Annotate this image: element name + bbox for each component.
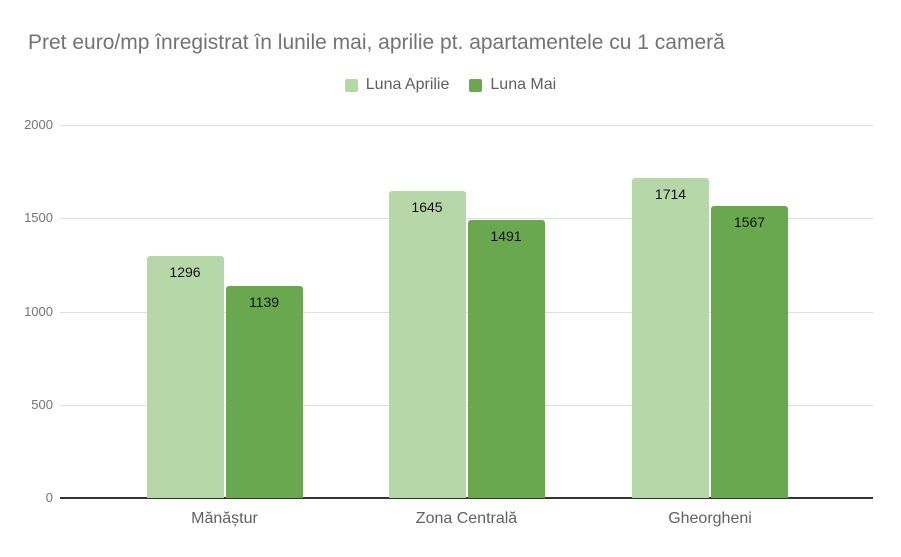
x-axis-line [60,497,873,499]
legend-item[interactable]: Luna Mai [469,76,556,94]
bar-value-label: 1491 [490,227,522,244]
y-axis-tick-label: 0 [45,490,53,505]
y-axis-tick-label: 2000 [24,117,53,132]
gridline [60,311,873,313]
chart-title: Pret euro/mp înregistrat în lunile mai, … [28,31,725,54]
bar-value-label: 1139 [248,293,280,310]
category-label: Zona Centrală [415,510,518,527]
y-axis-tick-label: 1000 [24,303,53,319]
bar[interactable]: 1139 [225,285,303,498]
bar[interactable]: 1491 [467,219,545,498]
category-label: Mănăștur [191,510,258,527]
bar-value-label: 1296 [169,264,201,281]
category-label: Gheorgheni [668,510,752,527]
bar-value-label: 1714 [654,186,687,203]
legend-swatch-icon [344,78,358,92]
gridline [60,218,873,220]
gridline [60,404,873,406]
plot-area: 1296 1139 1645 1491 1714 1567 [60,125,873,499]
legend-label: Luna Mai [490,76,557,93]
y-axis-tick-label: 1500 [24,210,53,226]
bar[interactable]: 1296 [146,256,224,498]
legend-label: Luna Aprilie [365,76,450,93]
legend-item[interactable]: Luna Aprilie [344,76,450,94]
chart-legend: Luna Aprilie Luna Mai [0,76,901,94]
bar-value-label: 1645 [411,199,443,216]
bar[interactable]: 1645 [388,191,466,498]
y-axis-tick-label: 500 [31,396,53,412]
gridline [60,125,873,126]
bar[interactable]: 1567 [711,205,788,498]
legend-swatch-icon [469,78,483,92]
bar[interactable]: 1714 [632,178,709,498]
bar-value-label: 1567 [733,213,766,230]
